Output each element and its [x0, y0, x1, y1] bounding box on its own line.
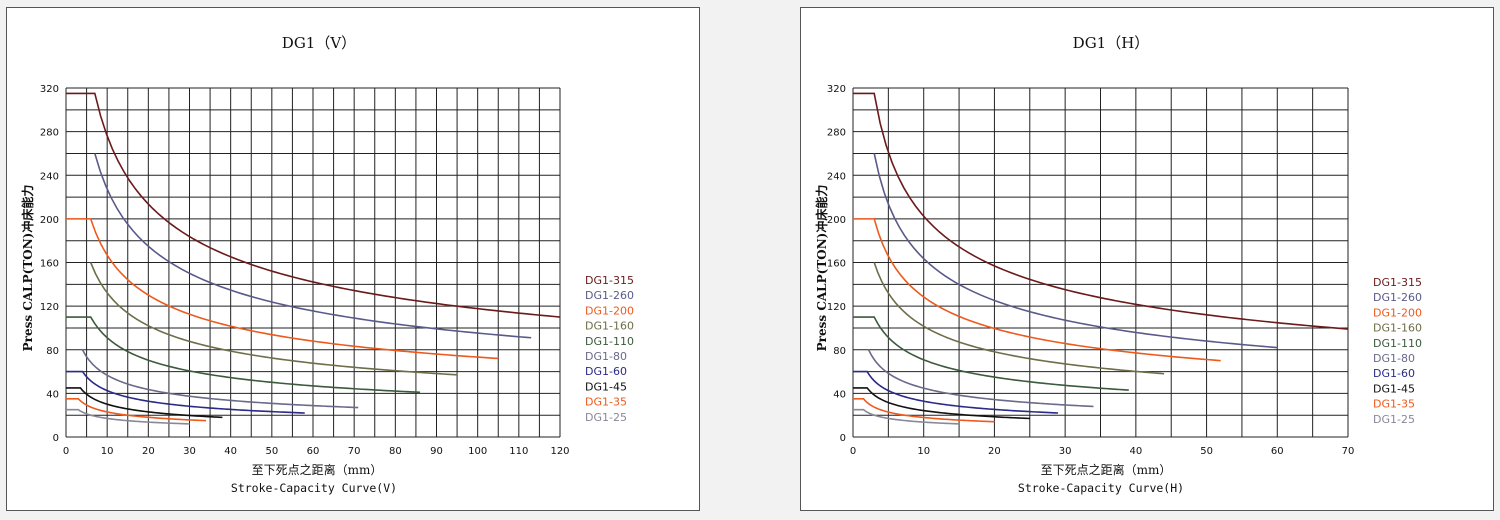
- y-tick-label: 160: [827, 259, 846, 270]
- x-tick-label: 110: [509, 446, 528, 457]
- chart-title: DG1（V）: [282, 34, 356, 52]
- y-tick-label: 40: [46, 389, 59, 400]
- legend-item-dg1-25: DG1-25: [585, 411, 627, 424]
- x-tick-label: 60: [1271, 446, 1284, 457]
- chart-panel-v: DG1（V） 0 10 20 30 40 50 60 70 80 90 100 110 120 0 40 80…: [6, 7, 700, 511]
- series-line-dg1-25: [853, 408, 960, 425]
- legend-item-dg1-315: DG1-315: [1373, 276, 1422, 289]
- x-tick-label: 50: [1200, 446, 1213, 457]
- legend-item-dg1-60: DG1-60: [585, 365, 627, 378]
- y-tick-label: 200: [827, 215, 846, 226]
- y-tick-label: 120: [827, 302, 846, 313]
- x-tick-label: 40: [224, 446, 237, 457]
- x-tick-label: 30: [1059, 446, 1072, 457]
- x-tick-label: 90: [430, 446, 443, 457]
- x-axis-label-secondary: Stroke-Capacity Curve(H): [1018, 481, 1184, 495]
- series-line-dg1-80: [867, 349, 1094, 408]
- series-line-dg1-80: [81, 349, 359, 409]
- series-line-dg1-60: [853, 370, 1059, 414]
- x-tick-label: 20: [988, 446, 1001, 457]
- legend-item-dg1-200: DG1-200: [585, 304, 634, 317]
- x-axis-label-secondary: Stroke-Capacity Curve(V): [231, 481, 397, 495]
- y-axis-label: Press CALP(TON)冲床能力: [814, 185, 829, 352]
- y-tick-label: 80: [833, 346, 846, 357]
- x-tick-label: 10: [917, 446, 930, 457]
- series-line-dg1-110: [853, 316, 1129, 391]
- legend-item-dg1-45: DG1-45: [1373, 382, 1415, 395]
- y-tick-label: 0: [840, 433, 846, 444]
- y-tick-label: 320: [40, 84, 59, 95]
- legend-item-dg1-35: DG1-35: [1373, 398, 1415, 411]
- y-tick-label: 320: [827, 84, 846, 95]
- series-line-dg1-260: [94, 153, 532, 339]
- legend-item-dg1-45: DG1-45: [585, 380, 627, 393]
- series-line-dg1-200: [66, 218, 499, 360]
- y-tick-label: 160: [40, 259, 59, 270]
- x-tick-label: 120: [550, 446, 569, 457]
- y-tick-label: 40: [833, 389, 846, 400]
- chart-h: DG1（H） 0 10 20 30 40 50 60 70 0 40 80 120 160 200 240 2…: [814, 34, 1422, 495]
- legend-item-dg1-25: DG1-25: [1373, 413, 1415, 426]
- x-tick-label: 0: [850, 446, 856, 457]
- x-tick-label: 70: [1342, 446, 1355, 457]
- x-axis-label: 至下死点之距离（mm）: [252, 462, 383, 477]
- y-tick-label: 0: [53, 433, 59, 444]
- y-tick-label: 280: [40, 128, 59, 139]
- series-line-dg1-60: [66, 370, 305, 414]
- series-line-dg1-45: [853, 387, 1030, 420]
- series-line-dg1-25: [66, 408, 190, 425]
- legend-item-dg1-80: DG1-80: [585, 350, 627, 363]
- series-line-dg1-35: [853, 398, 995, 423]
- legend-item-dg1-35: DG1-35: [585, 396, 627, 409]
- series-line-dg1-160: [89, 262, 458, 376]
- series-line-dg1-200: [853, 218, 1221, 362]
- legend-item-dg1-110: DG1-110: [585, 335, 634, 348]
- y-axis-label: Press CALP(TON)冲床能力: [20, 185, 35, 352]
- y-tick-label: 280: [827, 128, 846, 139]
- x-tick-label: 50: [265, 446, 278, 457]
- legend-item-dg1-260: DG1-260: [585, 289, 634, 302]
- series-line-dg1-160: [873, 262, 1165, 375]
- x-tick-label: 40: [1129, 446, 1142, 457]
- x-tick-label: 20: [142, 446, 155, 457]
- legend-item-dg1-315: DG1-315: [585, 274, 634, 287]
- series-line-dg1-315: [853, 92, 1349, 330]
- legend-item-dg1-160: DG1-160: [1373, 322, 1422, 335]
- x-axis-label: 至下死点之距离（mm）: [1041, 462, 1172, 477]
- x-tick-label: 0: [63, 446, 69, 457]
- x-tick-label: 30: [183, 446, 196, 457]
- series-line-dg1-35: [66, 398, 206, 422]
- y-tick-label: 80: [46, 346, 59, 357]
- x-tick-label: 80: [389, 446, 402, 457]
- x-tick-label: 60: [307, 446, 320, 457]
- x-tick-label: 10: [101, 446, 114, 457]
- legend-item-dg1-110: DG1-110: [1373, 337, 1422, 350]
- series-line-dg1-110: [66, 316, 421, 394]
- chart-title: DG1（H）: [1073, 34, 1150, 52]
- y-tick-label: 240: [827, 171, 846, 182]
- y-tick-label: 240: [40, 171, 59, 182]
- series-line-dg1-260: [873, 153, 1278, 349]
- y-tick-label: 120: [40, 302, 59, 313]
- x-tick-label: 100: [468, 446, 487, 457]
- x-tick-label: 70: [348, 446, 361, 457]
- chart-v: DG1（V） 0 10 20 30 40 50 60 70 80 90 100 110 120 0 40 80…: [20, 34, 634, 495]
- series-line-dg1-45: [66, 387, 223, 419]
- y-tick-label: 200: [40, 215, 59, 226]
- legend-item-dg1-260: DG1-260: [1373, 291, 1422, 304]
- chart-panel-h: DG1（H） 0 10 20 30 40 50 60 70 0 40 80 120 160 200 240 2…: [800, 7, 1494, 511]
- series-line-dg1-315: [66, 92, 561, 318]
- legend-item-dg1-200: DG1-200: [1373, 306, 1422, 319]
- legend-item-dg1-60: DG1-60: [1373, 367, 1415, 380]
- legend-item-dg1-80: DG1-80: [1373, 352, 1415, 365]
- legend-item-dg1-160: DG1-160: [585, 320, 634, 333]
